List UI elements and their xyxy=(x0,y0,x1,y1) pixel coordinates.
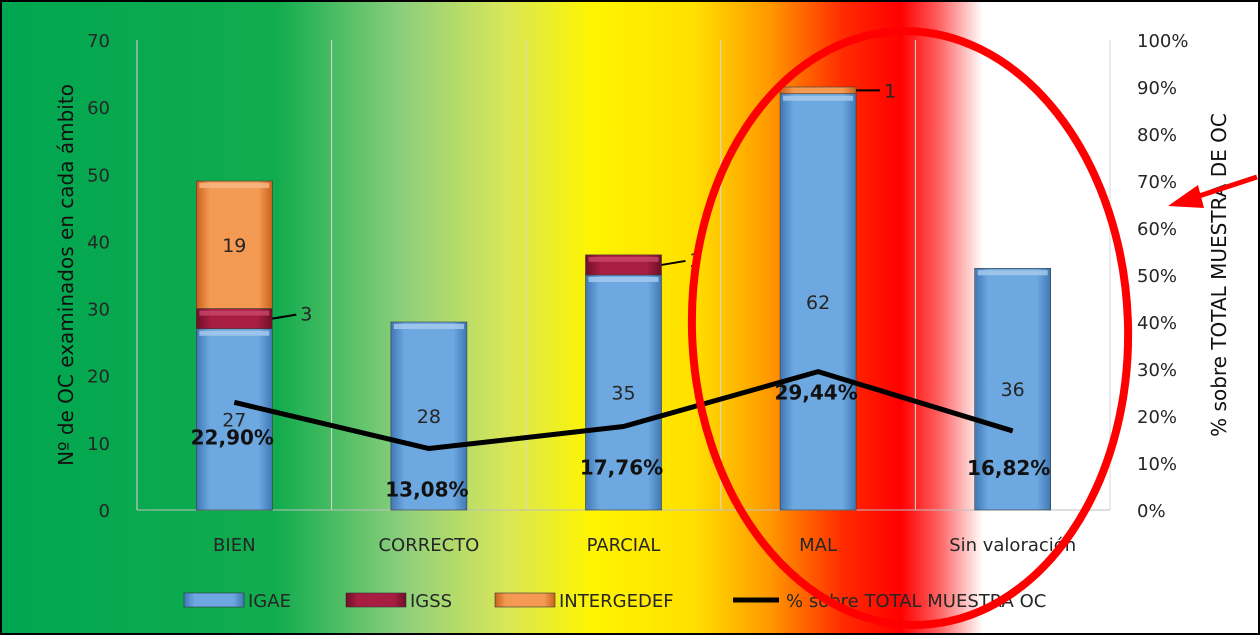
bar-igae xyxy=(779,93,857,511)
x-category-label: BIEN xyxy=(213,535,256,556)
line-pct-total xyxy=(233,369,1014,452)
bar-intergedef xyxy=(779,86,857,95)
legend-label: IGSS xyxy=(410,591,452,612)
line-value-label: 17,76% xyxy=(580,456,663,480)
y-axis-title: Nº de OC examinados en cada ámbito xyxy=(54,84,78,466)
y2-tick-label: 40% xyxy=(1137,313,1177,334)
bar-bevel xyxy=(977,270,1048,276)
y-tick-label: 60 xyxy=(87,98,110,119)
y2-tick-label: 70% xyxy=(1137,172,1177,193)
bar-bevel xyxy=(199,183,270,188)
bar-value-label: 1 xyxy=(884,80,896,102)
legend-swatch xyxy=(494,592,556,608)
arrow-head xyxy=(1168,185,1204,208)
line-value-label: 13,08% xyxy=(385,478,468,502)
y-tick-label: 0 xyxy=(99,501,110,522)
bar-bevel xyxy=(199,330,270,336)
y-tick-label: 50 xyxy=(87,165,110,186)
legend-item: IGSS xyxy=(345,591,452,612)
y-tick-label: 20 xyxy=(87,367,110,388)
y2-tick-label: 0% xyxy=(1137,501,1166,522)
y-tick-label: 40 xyxy=(87,232,110,253)
legend-swatch xyxy=(345,592,407,608)
bar-value-label: 62 xyxy=(806,292,830,314)
legend-swatch xyxy=(183,592,245,608)
legend-item: INTERGEDEF xyxy=(494,591,674,612)
leader-line xyxy=(272,313,297,320)
x-category-label: CORRECTO xyxy=(378,535,479,556)
leader-line xyxy=(661,259,686,266)
bar-value-label: 27 xyxy=(222,409,246,431)
bar-igae xyxy=(974,267,1052,511)
y2-tick-label: 90% xyxy=(1137,78,1177,99)
arrow-shaft xyxy=(1195,174,1258,200)
y2-tick-label: 80% xyxy=(1137,125,1177,146)
bar-bevel xyxy=(588,256,659,262)
y-tick-label: 30 xyxy=(87,300,110,321)
x-category-label: MAL xyxy=(799,535,837,556)
highlight-ellipse xyxy=(687,27,1133,629)
bar-intergedef xyxy=(196,180,273,309)
line-value-label: 22,90% xyxy=(191,425,274,449)
legend-label: IGAE xyxy=(248,591,291,612)
bar-igae xyxy=(196,328,273,511)
y2-tick-label: 20% xyxy=(1137,407,1177,428)
x-category-label: Sin valoración xyxy=(949,535,1076,556)
bar-value-label: 36 xyxy=(1001,379,1025,401)
bar-igae xyxy=(585,274,662,511)
bar-value-label: 35 xyxy=(611,383,635,405)
y2-tick-label: 10% xyxy=(1137,454,1177,475)
y2-tick-label: 30% xyxy=(1137,360,1177,381)
bar-value-label: 3 xyxy=(300,304,312,326)
bar-value-label: 28 xyxy=(417,406,441,428)
y2-tick-label: 50% xyxy=(1137,266,1177,287)
y2-tick-label: 60% xyxy=(1137,219,1177,240)
legend-label: INTERGEDEF xyxy=(559,591,674,612)
bar-bevel xyxy=(199,310,270,316)
bar-igae xyxy=(390,321,468,511)
y-tick-label: 70 xyxy=(87,31,110,52)
x-category-label: PARCIAL xyxy=(587,535,661,556)
y2-tick-label: 100% xyxy=(1137,31,1188,52)
bar-bevel xyxy=(783,95,854,101)
legend-item: IGAE xyxy=(183,591,291,612)
y-tick-label: 10 xyxy=(87,434,110,455)
bar-value-label: 19 xyxy=(222,235,246,257)
line-value-label: 29,44% xyxy=(774,381,857,405)
bar-bevel xyxy=(393,324,464,329)
y2-axis-title: % sobre TOTAL MUESTRA DE OC xyxy=(1207,113,1231,437)
line-value-label: 16,82% xyxy=(967,456,1050,480)
bar-bevel xyxy=(588,277,659,282)
